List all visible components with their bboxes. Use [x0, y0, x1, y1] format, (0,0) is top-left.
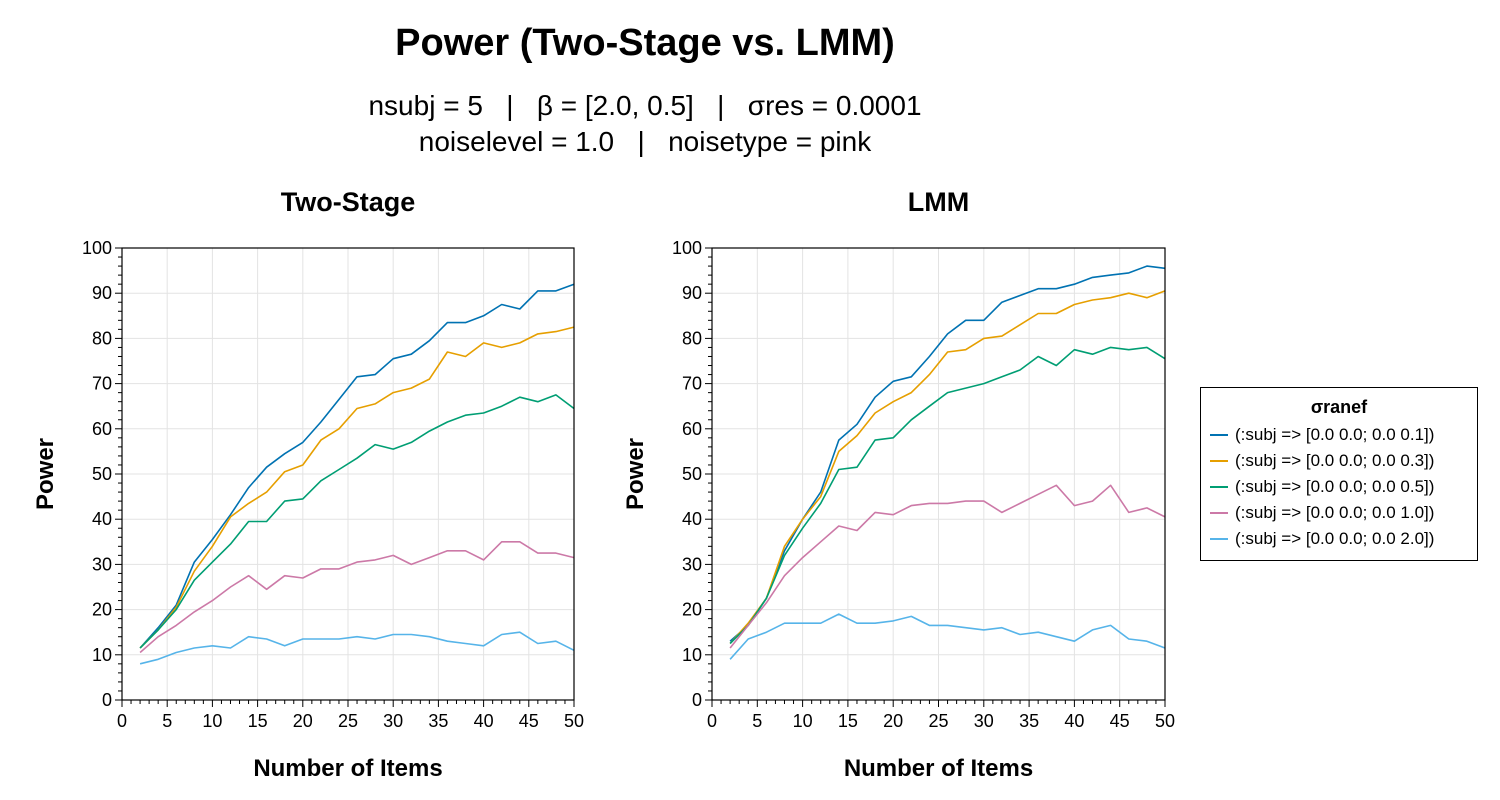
y-axis-label: Power	[32, 438, 59, 510]
x-tick-label: 15	[838, 711, 858, 731]
figure-subtitle-line-2: noiselevel = 1.0 | noisetype = pink	[418, 126, 872, 157]
y-tick-label: 10	[682, 645, 702, 665]
y-tick-label: 100	[82, 238, 112, 258]
plot-frame	[711, 247, 1166, 701]
panel-title: LMM	[908, 187, 969, 217]
legend-swatch	[1210, 434, 1228, 436]
y-axis-label: Power	[622, 438, 649, 510]
series-line	[729, 613, 1166, 660]
legend-label: (:subj => [0.0 0.0; 0.0 0.5])	[1235, 477, 1435, 496]
x-tick-label: 10	[793, 711, 813, 731]
figure-title: Power (Two-Stage vs. LMM)	[395, 22, 895, 64]
x-tick-label: 5	[752, 711, 762, 731]
x-tick-label: 35	[428, 711, 448, 731]
y-tick-label: 50	[682, 464, 702, 484]
y-tick-label: 40	[682, 509, 702, 529]
y-tick-label: 80	[92, 328, 112, 348]
y-tick-label: 90	[92, 283, 112, 303]
x-tick-label: 25	[928, 711, 948, 731]
x-axis-label: Number of Items	[253, 755, 442, 782]
series-line	[139, 394, 575, 649]
x-axis-label: Number of Items	[844, 755, 1033, 782]
x-tick-label: 50	[564, 711, 584, 731]
legend-item: (:subj => [0.0 0.0; 0.0 0.5])	[1201, 474, 1477, 500]
y-tick-label: 60	[92, 419, 112, 439]
x-tick-label: 45	[519, 711, 539, 731]
legend-item: (:subj => [0.0 0.0; 0.0 0.1])	[1201, 422, 1477, 448]
y-tick-label: 90	[682, 283, 702, 303]
y-tick-label: 20	[682, 600, 702, 620]
x-tick-label: 30	[383, 711, 403, 731]
x-tick-label: 0	[707, 711, 717, 731]
y-tick-label: 100	[672, 238, 702, 258]
x-tick-label: 30	[974, 711, 994, 731]
y-tick-label: 0	[692, 690, 702, 710]
y-tick-label: 0	[102, 690, 112, 710]
series-line	[139, 631, 575, 665]
chart-panel-1: Two-Stage 0 5 10 15 20 25 30 35 40 45 50 0 10 20 30 40 50…	[32, 187, 584, 782]
legend-title: σranef	[1310, 397, 1368, 417]
y-tick-label: 80	[682, 328, 702, 348]
series-line	[139, 283, 575, 649]
figure-subtitle-line-1: nsubj = 5 | β = [2.0, 0.5] | σres = 0.00…	[368, 90, 922, 121]
series-line	[729, 484, 1166, 649]
x-tick-label: 35	[1019, 711, 1039, 731]
x-tick-label: 5	[162, 711, 172, 731]
legend-label: (:subj => [0.0 0.0; 0.0 0.1])	[1235, 425, 1435, 444]
x-tick-label: 40	[1064, 711, 1084, 731]
x-tick-label: 50	[1155, 711, 1175, 731]
y-tick-label: 50	[92, 464, 112, 484]
series-line	[139, 540, 575, 654]
legend-label: (:subj => [0.0 0.0; 0.0 2.0])	[1235, 529, 1435, 548]
legend-item: (:subj => [0.0 0.0; 0.0 1.0])	[1201, 500, 1477, 526]
legend-item: (:subj => [0.0 0.0; 0.0 0.3])	[1201, 448, 1477, 474]
plot-frame	[121, 247, 575, 701]
series-line	[139, 326, 575, 649]
x-tick-label: 25	[338, 711, 358, 731]
y-tick-label: 40	[92, 509, 112, 529]
legend-swatch	[1210, 538, 1228, 540]
legend: σranef (:subj => [0.0 0.0; 0.0 0.1]) (:s…	[1200, 387, 1478, 561]
series-line	[729, 346, 1166, 645]
x-tick-label: 20	[293, 711, 313, 731]
y-tick-label: 60	[682, 419, 702, 439]
legend-swatch	[1210, 486, 1228, 488]
x-tick-label: 40	[474, 711, 494, 731]
chart-panel-2: LMM 0 5 10 15 20 25 30 35 40 45 50 0 10 20 30 40 50 60 70 80…	[622, 187, 1175, 782]
series-line	[729, 290, 1166, 645]
legend-swatch	[1210, 512, 1228, 514]
x-tick-label: 10	[202, 711, 222, 731]
y-tick-label: 20	[92, 600, 112, 620]
y-tick-label: 30	[682, 554, 702, 574]
x-tick-label: 45	[1110, 711, 1130, 731]
y-tick-label: 30	[92, 554, 112, 574]
x-tick-label: 15	[248, 711, 268, 731]
y-tick-label: 10	[92, 645, 112, 665]
y-tick-label: 70	[92, 374, 112, 394]
series-line	[729, 265, 1166, 642]
panel-title: Two-Stage	[281, 187, 416, 217]
legend-swatch	[1210, 460, 1228, 462]
x-tick-label: 0	[117, 711, 127, 731]
legend-label: (:subj => [0.0 0.0; 0.0 0.3])	[1235, 451, 1435, 470]
legend-item: (:subj => [0.0 0.0; 0.0 2.0])	[1201, 526, 1477, 552]
y-tick-label: 70	[682, 374, 702, 394]
legend-label: (:subj => [0.0 0.0; 0.0 1.0])	[1235, 503, 1435, 522]
x-tick-label: 20	[883, 711, 903, 731]
